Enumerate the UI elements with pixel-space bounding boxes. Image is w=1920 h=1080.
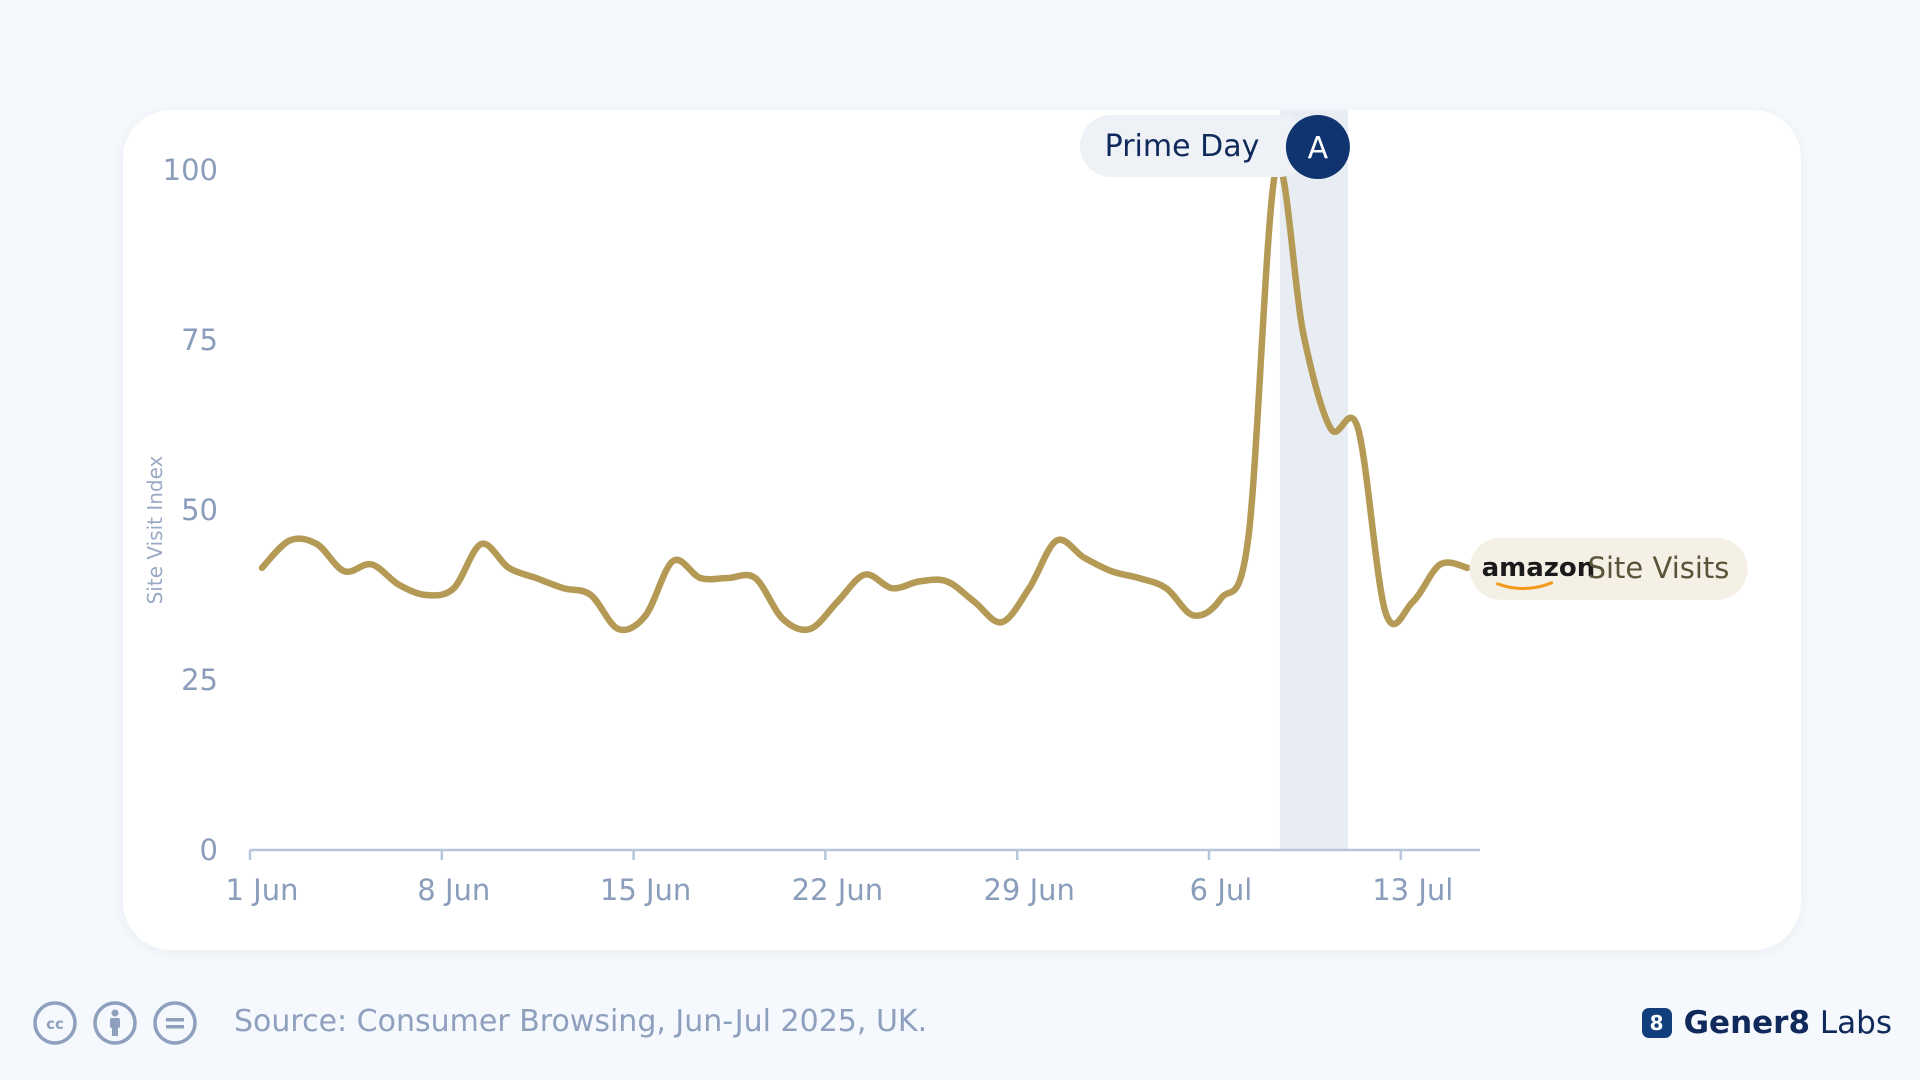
by-icon xyxy=(93,1001,137,1045)
y-tick-label: 50 xyxy=(181,493,218,527)
brand-suffix: Labs xyxy=(1819,1005,1892,1041)
x-tick-label: 13 Jul xyxy=(1372,873,1453,907)
amazon-smile-icon xyxy=(1496,581,1554,591)
gener8-logo-icon: 8 xyxy=(1641,1008,1672,1038)
y-tick-label: 100 xyxy=(163,153,218,187)
x-tick-label: 15 Jun xyxy=(600,873,691,907)
series-label-pill xyxy=(1469,537,1748,600)
event-label: Prime Day xyxy=(1105,129,1260,164)
nd-icon xyxy=(153,1001,197,1045)
event-marker xyxy=(1285,115,1350,179)
series-line-site-visits xyxy=(258,162,1471,634)
cc-icon: cc xyxy=(33,1001,77,1045)
series-name-label: Site Visits xyxy=(1588,551,1730,585)
y-tick-label: 0 xyxy=(200,833,218,867)
y-tick-label: 75 xyxy=(181,323,218,357)
chart-card xyxy=(123,110,1801,950)
x-tick-label: 1 Jun xyxy=(226,873,299,907)
license-icons: cc xyxy=(32,1000,198,1046)
x-tick-label: 6 Jul xyxy=(1190,873,1253,907)
event-marker-letter: A xyxy=(1308,131,1329,166)
brand-logo: 8 Gener8 Labs xyxy=(1641,1005,1892,1041)
x-tick-label: 22 Jun xyxy=(792,873,883,907)
source-note: Source: Consumer Browsing, Jun-Jul 2025,… xyxy=(234,1004,928,1039)
x-tick-label: 8 Jun xyxy=(417,873,490,907)
x-tick-label: 29 Jun xyxy=(983,873,1074,907)
amazon-logo-text: amazon xyxy=(1482,553,1596,583)
event-label-pill xyxy=(1080,115,1310,177)
y-tick-label: 25 xyxy=(181,663,218,697)
svg-text:cc: cc xyxy=(46,1015,64,1033)
brand-name: Gener8 xyxy=(1683,1005,1811,1041)
y-axis-label: Site Visit Index xyxy=(143,455,167,604)
